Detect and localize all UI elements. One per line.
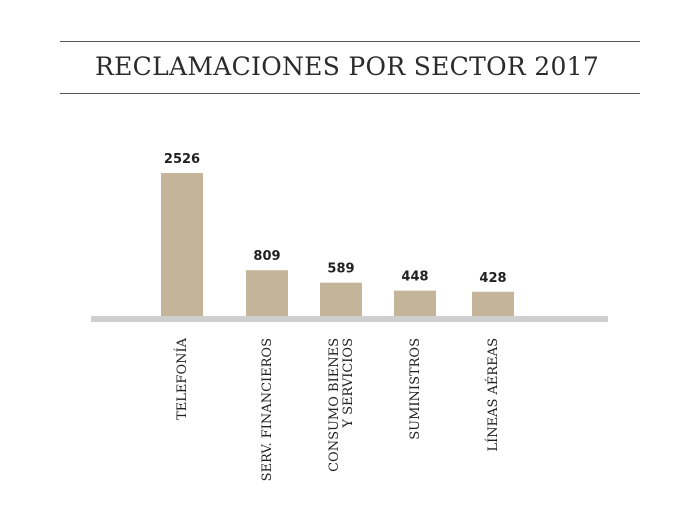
- category-label-line: LÍNEAS AÉREAS: [485, 338, 501, 452]
- category-label-line: SERV. FINANCIEROS: [260, 338, 275, 481]
- category-label-line: TELEFONÍA: [174, 337, 190, 419]
- category-label: CONSUMO BIENES Y SERVICIOS: [327, 338, 356, 472]
- data-label: 2526: [164, 152, 200, 167]
- category-label: LÍNEAS AÉREAS: [485, 338, 501, 452]
- bar: [161, 173, 203, 316]
- category-label-line: CONSUMO BIENES: [327, 338, 342, 472]
- bar: [246, 270, 288, 316]
- data-label: 448: [401, 270, 428, 285]
- category-label: SERV. FINANCIEROS: [260, 338, 275, 481]
- bar: [394, 290, 436, 316]
- category-label-line: SUMINISTROS: [408, 338, 423, 440]
- bottom-rule: [60, 93, 640, 94]
- data-label: 809: [253, 249, 280, 264]
- chart-title: RECLAMACIONES POR SECTOR 2017: [95, 52, 600, 81]
- bar: [472, 291, 514, 316]
- category-label: TELEFONÍA: [174, 337, 190, 419]
- top-rule: [60, 41, 640, 42]
- data-label: 589: [327, 262, 354, 277]
- category-label: SUMINISTROS: [408, 338, 423, 440]
- bar: [320, 282, 362, 316]
- category-label-line: Y SERVICIOS: [341, 338, 356, 429]
- data-label: 428: [479, 271, 506, 286]
- chart-baseline: [91, 316, 608, 322]
